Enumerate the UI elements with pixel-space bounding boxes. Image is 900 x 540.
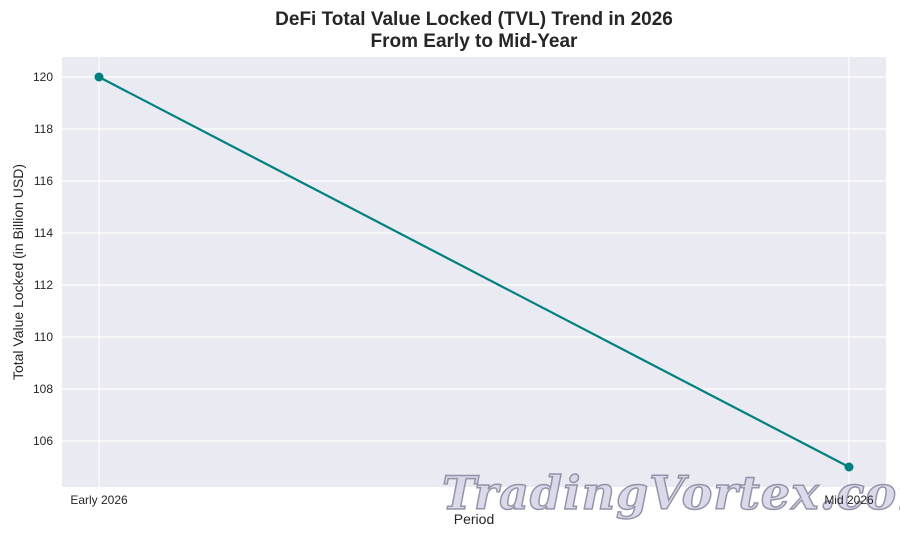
ytick-112: 112 [33, 278, 53, 292]
chart-title: DeFi Total Value Locked (TVL) Trend in 2… [0, 9, 900, 53]
watermark: TradingVortex.com [441, 465, 900, 521]
x-axis-label: Period [453, 511, 495, 527]
ytick-106: 106 [32, 434, 53, 448]
xtick-mid-2026: Mid 2026 [824, 493, 874, 507]
ytick-116: 116 [33, 174, 53, 188]
y-axis-label: Total Value Locked (in Billion USD) [10, 163, 26, 381]
ytick-118: 118 [33, 122, 53, 136]
chart-subtitle: From Early to Mid-Year [370, 31, 578, 52]
chart-title-main: DeFi Total Value Locked (TVL) Trend in 2… [275, 9, 673, 30]
xtick-early-2026: Early 2026 [70, 493, 128, 507]
ytick-114: 114 [33, 226, 53, 240]
tvl-line [98, 76, 850, 468]
ytick-120: 120 [32, 70, 53, 84]
gridlines [62, 57, 886, 487]
ytick-110: 110 [33, 330, 53, 344]
ytick-108: 108 [32, 382, 53, 396]
data-point-early-2026 [94, 72, 104, 82]
data-point-mid-2026 [844, 462, 854, 472]
